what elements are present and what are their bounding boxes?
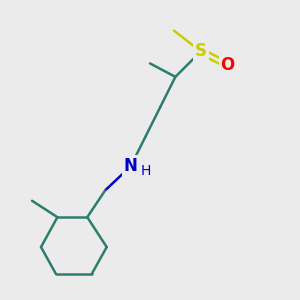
Text: S: S	[195, 43, 207, 61]
Text: O: O	[220, 56, 235, 74]
Text: H: H	[141, 164, 151, 178]
Text: N: N	[124, 158, 137, 175]
